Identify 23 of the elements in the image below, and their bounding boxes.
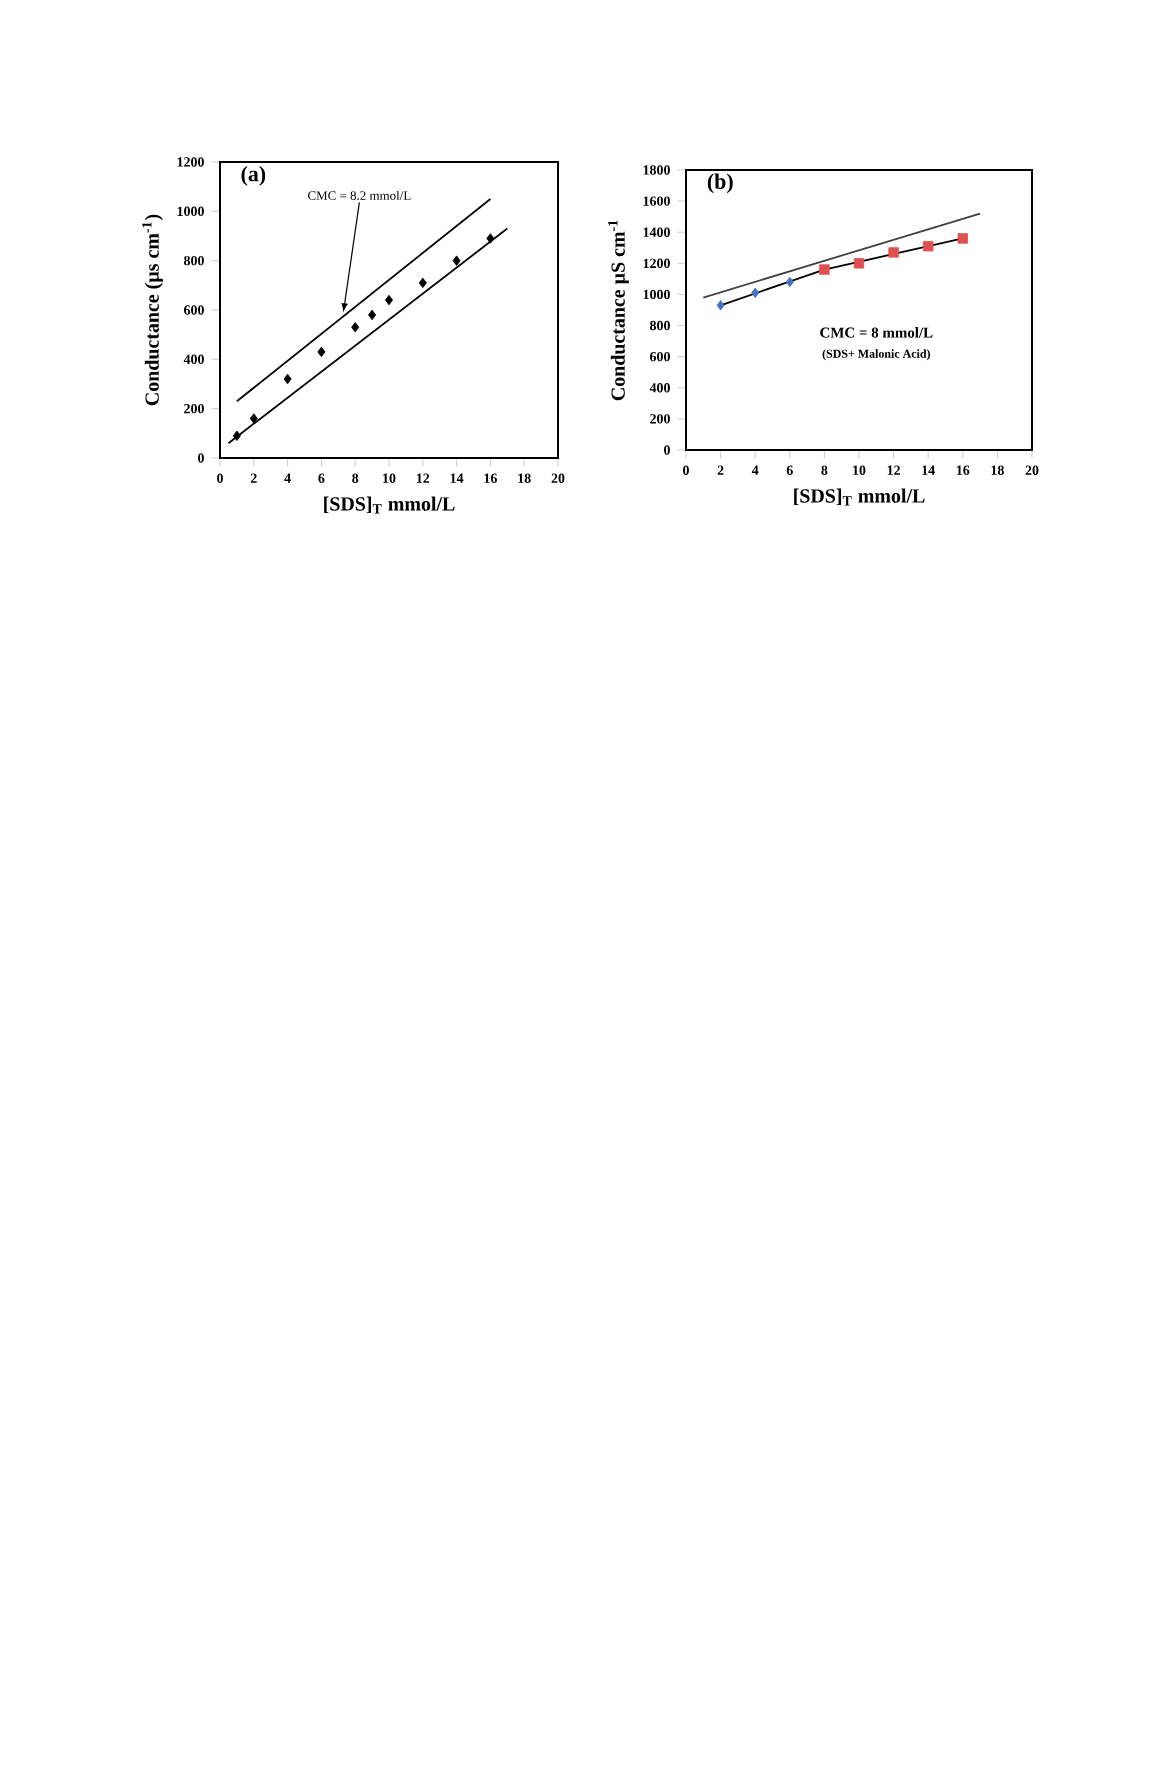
chart-title: (a): [241, 165, 266, 186]
point: [317, 346, 326, 358]
x-axis-title: [SDS]$_{T}$ mmol/L: [794, 488, 925, 506]
y-axis-title: Conductance (µs cm$^{-1}$): [142, 214, 163, 406]
point: [716, 300, 725, 311]
point: [819, 264, 830, 275]
point: [452, 255, 461, 266]
point: [351, 322, 360, 333]
point: [368, 309, 377, 321]
point: [957, 233, 968, 244]
point: [888, 247, 899, 258]
chart-title: (b): [707, 173, 733, 194]
x-axis-title: [SDS]$_{T}$ mmol/L: [324, 496, 455, 514]
point: [853, 258, 865, 269]
point: [418, 277, 427, 289]
point: [785, 276, 794, 288]
y-axis-title: Conductance µS cm$^{-1}$: [608, 220, 629, 401]
point: [249, 413, 258, 424]
point: [486, 233, 495, 244]
point: [923, 241, 934, 252]
point: [283, 373, 292, 385]
point: [232, 430, 241, 441]
point: [751, 287, 760, 299]
